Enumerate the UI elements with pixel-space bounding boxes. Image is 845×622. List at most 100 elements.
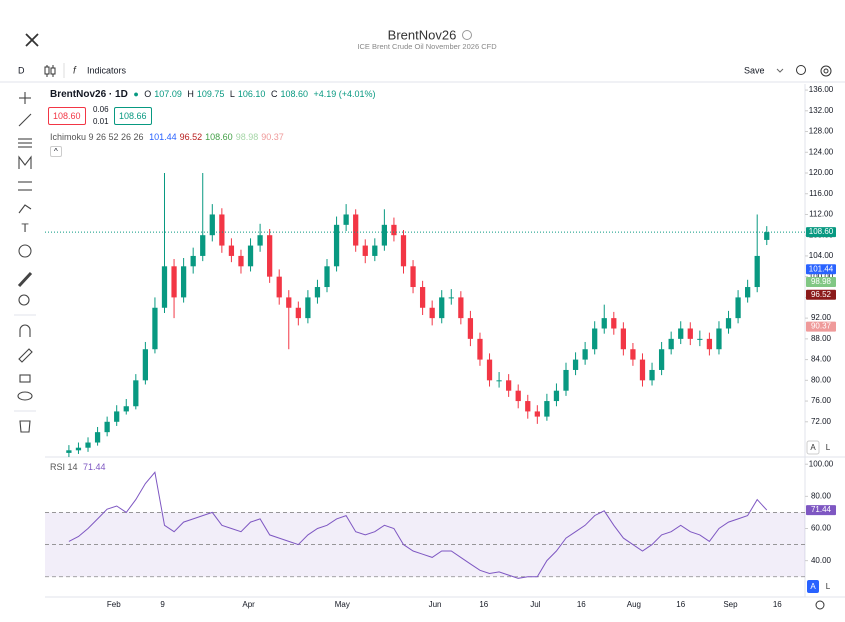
- trendline-tool[interactable]: [18, 113, 32, 127]
- y-tick-label: 80.00: [811, 375, 832, 384]
- indicator-name: RSI 14: [50, 462, 78, 472]
- rsi-auto-scale-button[interactable]: [807, 580, 819, 593]
- ohlc-label: O: [144, 89, 152, 99]
- x-tick-label: Sep: [723, 600, 738, 609]
- x-tick-label: Aug: [627, 600, 641, 609]
- candle-body: [506, 380, 512, 391]
- candle-body: [477, 338, 483, 360]
- ohlc-label: H: [187, 89, 194, 99]
- candle-body: [85, 442, 91, 448]
- x-tick-label: Apr: [242, 600, 255, 609]
- log-scale-label[interactable]: L: [826, 443, 831, 452]
- candle-body: [123, 406, 129, 412]
- y-tick-label: 104.00: [809, 251, 834, 260]
- zoom-tool[interactable]: [18, 294, 30, 306]
- candle-body: [133, 380, 139, 407]
- save-button[interactable]: Save: [744, 65, 765, 75]
- candle-body: [257, 235, 263, 246]
- x-tick-label: May: [335, 600, 350, 609]
- rsi-label-text: 71.44: [811, 505, 832, 514]
- candle-body: [94, 432, 101, 443]
- rsi-auto-scale-label: A: [810, 582, 816, 591]
- candle-body: [658, 349, 665, 370]
- candle-body: [180, 266, 187, 298]
- magnet-tool[interactable]: [19, 324, 31, 337]
- price-label: [806, 264, 836, 275]
- candle-body: [544, 401, 550, 417]
- indicators-button[interactable]: Indicators: [87, 65, 127, 75]
- measure-tool[interactable]: [17, 271, 33, 288]
- brush-tool[interactable]: [18, 204, 32, 214]
- auto-scale-button[interactable]: [806, 440, 820, 455]
- lock-tool[interactable]: [19, 374, 31, 383]
- candle-body: [305, 297, 311, 319]
- rsi-legend: RSI 14 71.44: [50, 462, 109, 472]
- candle-body: [611, 318, 617, 329]
- candle-body: [353, 214, 359, 246]
- fib-tool[interactable]: [18, 138, 32, 148]
- chart-type-icon[interactable]: [44, 65, 56, 77]
- pattern-tool[interactable]: [18, 155, 32, 169]
- spread-value: 0.06: [93, 105, 109, 114]
- ichimoku-value: 98.98: [235, 132, 259, 142]
- draw-mode-tool[interactable]: [18, 348, 33, 363]
- candle-body: [678, 328, 684, 339]
- ohlc-value: 108.60: [280, 89, 308, 99]
- close-button[interactable]: [25, 33, 39, 47]
- interval[interactable]: D: [18, 65, 25, 75]
- candle-body: [219, 214, 225, 246]
- candle-body: [142, 349, 149, 381]
- x-tick-label: Feb: [107, 600, 121, 609]
- sell-button[interactable]: 108.60: [48, 107, 86, 125]
- x-tick-label: 9: [160, 600, 165, 609]
- candle-body: [592, 328, 598, 350]
- candle-body: [639, 359, 646, 381]
- emoji-tool[interactable]: [18, 244, 32, 258]
- save-menu[interactable]: [776, 68, 784, 73]
- candle-body: [295, 307, 301, 319]
- y-tick-label: 76.00: [811, 396, 832, 405]
- text-tool[interactable]: T: [21, 221, 29, 235]
- snapshot-icon[interactable]: [796, 65, 806, 75]
- candle-body: [372, 245, 378, 256]
- candle-body: [247, 245, 254, 267]
- y-tick-label: 128.00: [809, 127, 834, 136]
- candle-body: [525, 401, 531, 412]
- candle-body: [410, 266, 416, 288]
- price-label-text: 101.44: [809, 264, 834, 273]
- remove-tool[interactable]: [19, 420, 31, 433]
- y-tick-label: 92.00: [811, 313, 832, 322]
- candle-body: [429, 307, 435, 319]
- x-tick-label: 16: [479, 600, 488, 609]
- status-dot: ●: [133, 89, 139, 99]
- ichimoku-value: 96.52: [179, 132, 203, 142]
- price-label-text: 96.52: [811, 290, 832, 299]
- price-label: [806, 289, 836, 300]
- change: +4.19 (+4.01%): [313, 89, 376, 99]
- projection-tool[interactable]: [18, 181, 32, 191]
- ichimoku-value: 108.60: [205, 132, 233, 142]
- fx-icon[interactable]: f: [73, 66, 77, 77]
- drawing-toolbar: T: [14, 92, 36, 433]
- candle-body: [104, 421, 110, 433]
- candle-body: [190, 255, 196, 267]
- settings-icon[interactable]: [820, 65, 832, 77]
- candle-body: [66, 450, 72, 453]
- candle-body: [630, 349, 636, 360]
- symbol-legend: BrentNov26 · 1D ● O 107.09 H 109.75 L 106.1…: [50, 89, 379, 100]
- info-icon[interactable]: [462, 30, 472, 40]
- candle-body: [716, 328, 722, 350]
- candle-body: [267, 235, 273, 277]
- collapse-button[interactable]: ^: [50, 146, 62, 157]
- crosshair-tool[interactable]: [19, 92, 31, 104]
- ohlc-value: 107.09: [154, 89, 182, 99]
- axis-settings-icon[interactable]: [815, 600, 825, 610]
- rsi-log-scale-label[interactable]: L: [826, 582, 831, 591]
- candle-body: [152, 307, 158, 350]
- ohlc-label: L: [229, 89, 235, 99]
- candle-body: [458, 297, 464, 319]
- visibility-tool[interactable]: [17, 391, 33, 401]
- buy-button[interactable]: 108.66: [114, 107, 152, 125]
